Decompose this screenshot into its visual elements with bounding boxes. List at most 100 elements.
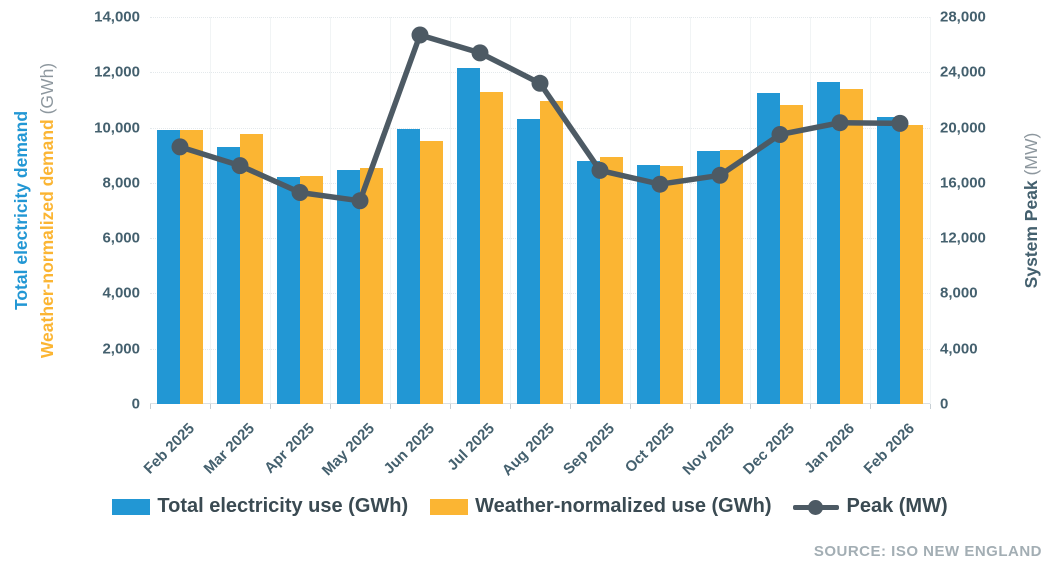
legend: Total electricity use (GWh) Weather-norma… [0, 495, 1060, 518]
peak-point-feb-2025 [171, 138, 189, 156]
right-axis-tick-label: 20,000 [940, 119, 986, 137]
plot-area [150, 17, 931, 404]
legend-label: Peak (MW) [846, 495, 948, 517]
bar-weather-normalized-use-gwh-may-2025 [360, 167, 383, 404]
x-axis-tick [630, 404, 631, 409]
bar-total-electricity-use-gwh-aug-2025 [517, 119, 540, 404]
peak-point-dec-2025 [771, 126, 789, 143]
bar-weather-normalized-use-gwh-feb-2026 [900, 124, 923, 404]
x-axis-tick [270, 404, 271, 409]
left-axis-tick-label: 2,000 [102, 340, 140, 358]
x-axis-tick [870, 404, 871, 409]
peak-point-feb-2026 [891, 114, 909, 132]
x-axis-tick [390, 404, 391, 409]
peak-point-aug-2025 [531, 74, 549, 92]
horizontal-gridline [150, 72, 930, 74]
vertical-gridline [690, 17, 691, 404]
x-axis-tick [690, 404, 691, 409]
legend-item-weather-normalized-use-gwh: Weather-normalized use (GWh) [430, 495, 771, 518]
vertical-gridline [930, 17, 931, 404]
bar-weather-normalized-use-gwh-aug-2025 [540, 101, 563, 404]
x-axis-tick [450, 404, 451, 409]
x-axis-tick [150, 404, 151, 409]
left-axis-tick-label: 10,000 [94, 119, 140, 137]
bar-total-electricity-use-gwh-jan-2026 [817, 81, 840, 404]
peak-point-nov-2025 [711, 166, 729, 184]
legend-label: Total electricity use (GWh) [157, 495, 409, 517]
bar-total-electricity-use-gwh-oct-2025 [637, 164, 660, 404]
peak-point-may-2025 [351, 192, 369, 210]
peak-point-jun-2025 [411, 26, 429, 44]
bar-weather-normalized-use-gwh-jun-2025 [420, 141, 443, 404]
peak-point-jan-2026 [831, 114, 849, 132]
peak-point-mar-2025 [231, 157, 249, 175]
vertical-gridline [510, 17, 511, 404]
peak-point-sep-2025 [591, 161, 609, 179]
left-axis-tick-label: 14,000 [94, 8, 140, 26]
legend-label: Weather-normalized use (GWh) [475, 495, 772, 517]
bar-weather-normalized-use-gwh-sep-2025 [600, 156, 623, 404]
bar-total-electricity-use-gwh-sep-2025 [577, 160, 600, 404]
bar-total-electricity-use-gwh-feb-2026 [877, 116, 900, 404]
x-axis-tick [210, 404, 211, 409]
vertical-gridline [570, 17, 571, 404]
legend-line-dot [808, 499, 824, 515]
vertical-gridline [330, 17, 331, 404]
bar-weather-normalized-use-gwh-apr-2025 [300, 175, 323, 404]
legend-swatch-peak-mw [793, 498, 840, 516]
vertical-gridline [450, 17, 451, 404]
bar-total-electricity-use-gwh-may-2025 [337, 170, 360, 404]
right-axis-tick-label: 24,000 [940, 63, 986, 81]
peak-point-apr-2025 [291, 184, 309, 201]
right-axis-tick-label: 8,000 [940, 284, 978, 302]
legend-swatch-weather-normalized-use-gwh [430, 498, 469, 515]
legend-item-peak-mw: Peak (MW) [793, 495, 948, 518]
vertical-gridline [270, 17, 271, 404]
right-axis-tick-label: 12,000 [940, 229, 986, 247]
peak-point-oct-2025 [651, 175, 669, 193]
bar-weather-normalized-use-gwh-jan-2026 [840, 88, 863, 404]
right-axis-tick-label: 4,000 [940, 340, 978, 358]
bar-weather-normalized-use-gwh-oct-2025 [660, 166, 683, 404]
x-axis-tick [330, 404, 331, 409]
peak-line [177, 32, 903, 204]
peak-point-jul-2025 [471, 44, 489, 62]
x-axis-tick [570, 404, 571, 409]
vertical-gridline [870, 17, 871, 404]
left-axis-title-weather: Weather-normalized demand (GWh) [37, 62, 57, 359]
right-axis-tick-label: 16,000 [940, 174, 986, 192]
legend-item-total-electricity-use-gwh: Total electricity use (GWh) [112, 495, 408, 518]
vertical-gridline [210, 17, 211, 404]
left-axis-tick-label: 8,000 [102, 174, 140, 192]
bar-total-electricity-use-gwh-jul-2025 [457, 68, 480, 404]
bar-total-electricity-use-gwh-dec-2025 [757, 93, 780, 404]
left-axis-tick-label: 0 [131, 395, 140, 413]
legend-swatch-total-electricity-use-gwh [112, 498, 151, 515]
x-axis-tick [810, 404, 811, 409]
vertical-gridline [750, 17, 751, 404]
vertical-gridline [390, 17, 391, 404]
bar-weather-normalized-use-gwh-jul-2025 [480, 91, 503, 404]
bar-weather-normalized-use-gwh-dec-2025 [780, 105, 803, 404]
bar-total-electricity-use-gwh-nov-2025 [697, 151, 720, 404]
right-axis-tick-label: 0 [940, 395, 949, 413]
source-note: SOURCE: ISO NEW ENGLAND [813, 543, 1042, 560]
left-axis-title-total: Total electricity demand [11, 110, 31, 311]
vertical-gridline [810, 17, 811, 404]
left-axis-title: Total electricity demand Weather-normali… [8, 17, 60, 404]
bar-weather-normalized-use-gwh-feb-2025 [180, 130, 203, 404]
bar-weather-normalized-use-gwh-mar-2025 [240, 134, 263, 404]
horizontal-gridline [150, 17, 930, 18]
x-axis-tick [510, 404, 511, 409]
x-axis-tick [930, 404, 931, 409]
bar-total-electricity-use-gwh-apr-2025 [277, 177, 300, 404]
bar-total-electricity-use-gwh-feb-2025 [157, 130, 180, 404]
left-axis-tick-label: 4,000 [102, 284, 140, 302]
vertical-gridline [630, 17, 631, 404]
x-axis-tick [750, 404, 751, 409]
left-axis-tick-label: 12,000 [94, 63, 140, 81]
peak-line-layer [171, 26, 909, 210]
right-axis-tick-label: 28,000 [940, 8, 986, 26]
bar-total-electricity-use-gwh-mar-2025 [217, 146, 240, 404]
